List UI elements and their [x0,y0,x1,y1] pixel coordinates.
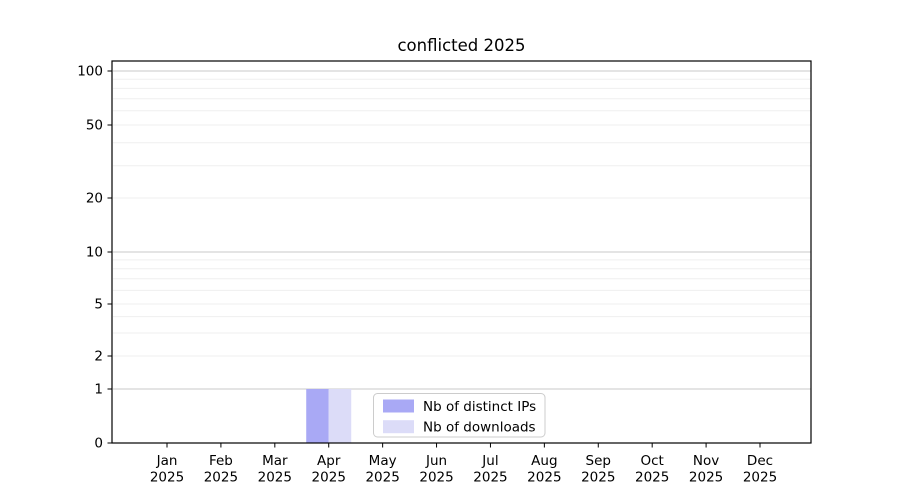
x-tick-label: Sep 2025 [581,453,615,486]
year-label: 2025 [473,470,507,486]
legend-box [373,393,546,438]
legend-label-downloads: Nb of downloads [423,420,536,436]
legend-label-distinct-ips: Nb of distinct IPs [423,399,536,415]
month-label: Jan [156,453,178,469]
x-tick-label: Dec 2025 [743,453,777,486]
x-tick-label: May 2025 [365,453,399,486]
month-label: Sep [586,453,611,469]
y-tick-label: 0 [94,436,103,452]
year-label: 2025 [204,470,238,486]
plot-border [111,60,812,444]
y-tick-label: 2 [94,349,103,365]
month-label: Dec [747,453,773,469]
year-label: 2025 [581,470,615,486]
year-label: 2025 [258,470,292,486]
legend-swatch-downloads [383,420,414,434]
y-tick-label: 50 [86,118,103,134]
x-tick-label: Mar 2025 [258,453,292,486]
month-label: Aug [531,453,557,469]
month-label: Oct [641,453,664,469]
year-label: 2025 [635,470,669,486]
month-label: Jun [425,453,447,469]
y-tick-label: 10 [86,245,103,261]
x-tick-label: Jun 2025 [419,453,453,486]
month-label: Jul [481,453,498,469]
x-tick-label: Apr 2025 [312,453,346,486]
year-label: 2025 [743,470,777,486]
y-tick-label: 100 [77,64,103,80]
month-label: Feb [209,453,233,469]
legend-swatch-distinct-ips [383,399,414,413]
x-tick-label: Jul 2025 [473,453,507,486]
y-tick-label: 5 [94,297,103,313]
y-tick-label: 1 [94,382,103,398]
chart-title: conflicted 2025 [397,36,525,55]
year-label: 2025 [150,470,184,486]
year-label: 2025 [689,470,723,486]
month-label: Apr [317,453,341,469]
x-tick-label: Feb 2025 [204,453,238,486]
year-label: 2025 [527,470,561,486]
month-label: May [369,453,397,469]
year-label: 2025 [365,470,399,486]
year-label: 2025 [419,470,453,486]
month-label: Mar [262,453,288,469]
x-tick-label: Jan 2025 [150,453,184,486]
bar-distinct-ips [306,389,329,443]
x-tick-label: Nov 2025 [689,453,723,486]
x-tick-label: Oct 2025 [635,453,669,486]
bar-downloads [328,389,352,443]
month-label: Nov [693,453,719,469]
x-tick-label: Aug 2025 [527,453,561,486]
year-label: 2025 [312,470,346,486]
y-tick-label: 20 [86,191,103,207]
